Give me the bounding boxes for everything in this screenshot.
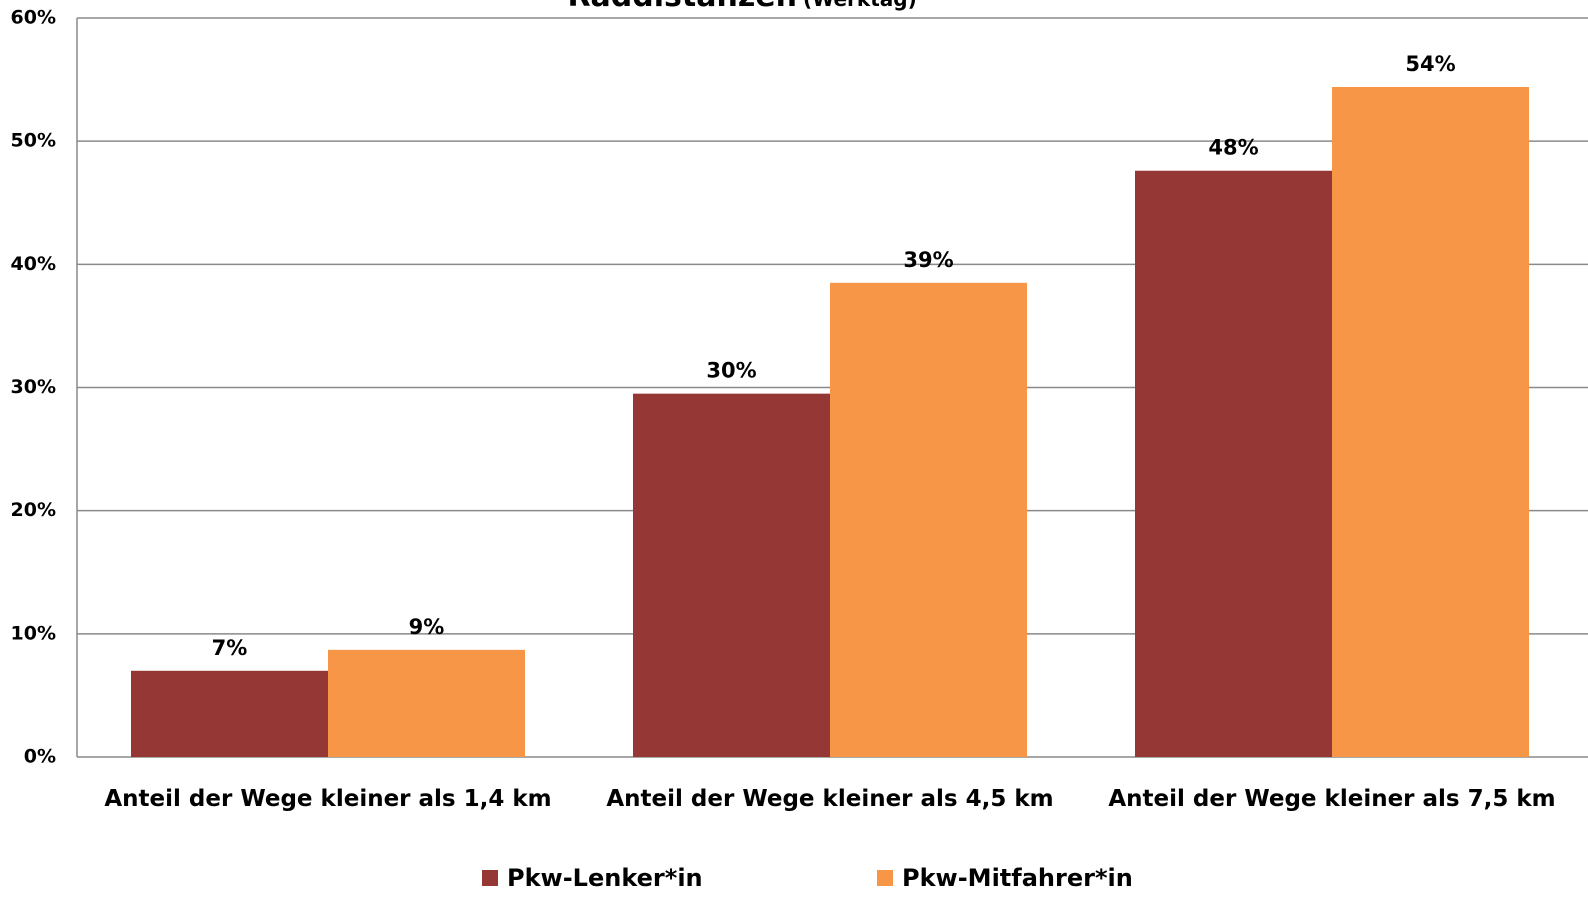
legend-label: Pkw-Lenker*in xyxy=(507,864,703,892)
y-tick-label: 20% xyxy=(11,499,56,521)
x-tick-label: Anteil der Wege kleiner als 1,4 km xyxy=(104,786,551,812)
x-tick-label: Anteil der Wege kleiner als 7,5 km xyxy=(1108,786,1555,812)
y-tick-label: 0% xyxy=(24,746,56,768)
bar xyxy=(328,649,525,757)
bar xyxy=(633,393,830,757)
bar xyxy=(830,282,1027,757)
chart-subtitle: (Werktag) xyxy=(803,0,917,11)
legend-swatch xyxy=(877,870,893,886)
value-label: 9% xyxy=(409,615,445,639)
value-label: 48% xyxy=(1208,136,1258,160)
value-label: 54% xyxy=(1405,52,1455,76)
bar xyxy=(1135,170,1332,757)
legend-label: Pkw-Mitfahrer*in xyxy=(902,864,1133,892)
y-tick-label: 40% xyxy=(11,253,56,275)
x-tick-label: Anteil der Wege kleiner als 4,5 km xyxy=(606,786,1053,812)
y-tick-label: 60% xyxy=(11,7,56,29)
bar xyxy=(131,670,328,757)
chart-title: Raddistanzen xyxy=(567,0,797,14)
value-label: 30% xyxy=(706,359,756,383)
y-tick-label: 10% xyxy=(11,622,56,644)
value-label: 39% xyxy=(903,248,953,272)
legend-swatch xyxy=(482,870,498,886)
value-label: 7% xyxy=(212,636,248,660)
bar xyxy=(1332,86,1529,758)
y-tick-label: 30% xyxy=(11,376,56,398)
y-tick-label: 50% xyxy=(11,130,56,152)
